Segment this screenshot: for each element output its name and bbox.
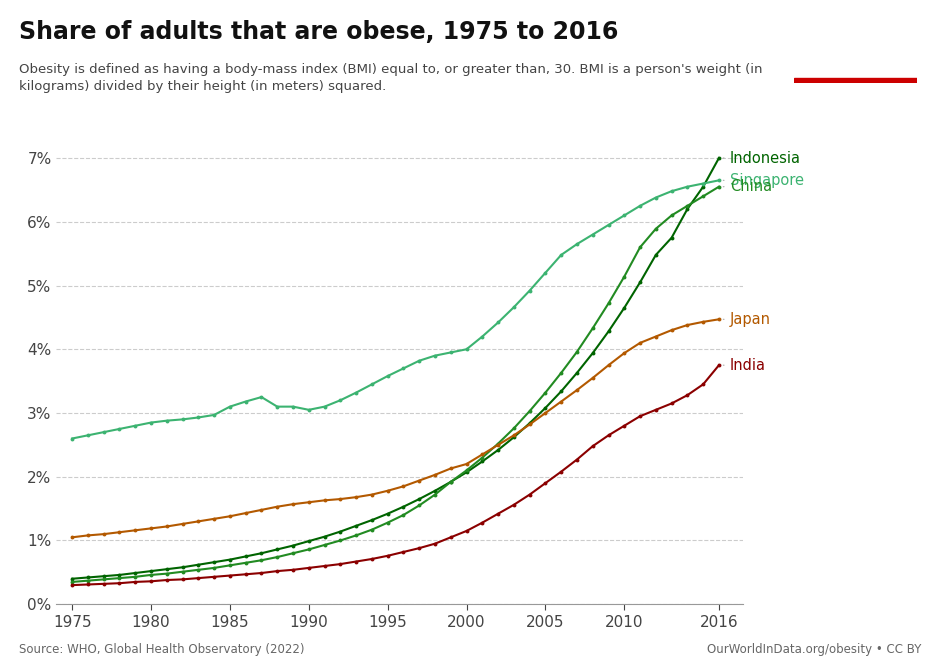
Text: China: China bbox=[730, 179, 772, 194]
Text: Singapore: Singapore bbox=[730, 173, 804, 188]
Text: Share of adults that are obese, 1975 to 2016: Share of adults that are obese, 1975 to … bbox=[19, 20, 619, 44]
Text: Japan: Japan bbox=[730, 312, 771, 327]
Text: India: India bbox=[730, 358, 766, 373]
Text: Obesity is defined as having a body-mass index (BMI) equal to, or greater than, : Obesity is defined as having a body-mass… bbox=[19, 63, 762, 93]
Text: Source: WHO, Global Health Observatory (2022): Source: WHO, Global Health Observatory (… bbox=[19, 643, 305, 656]
Bar bbox=[794, 78, 916, 83]
Text: OurWorldInData.org/obesity • CC BY: OurWorldInData.org/obesity • CC BY bbox=[707, 643, 921, 656]
Text: Indonesia: Indonesia bbox=[730, 151, 801, 165]
Text: Our World: Our World bbox=[823, 35, 887, 45]
Text: in Data: in Data bbox=[833, 54, 878, 65]
